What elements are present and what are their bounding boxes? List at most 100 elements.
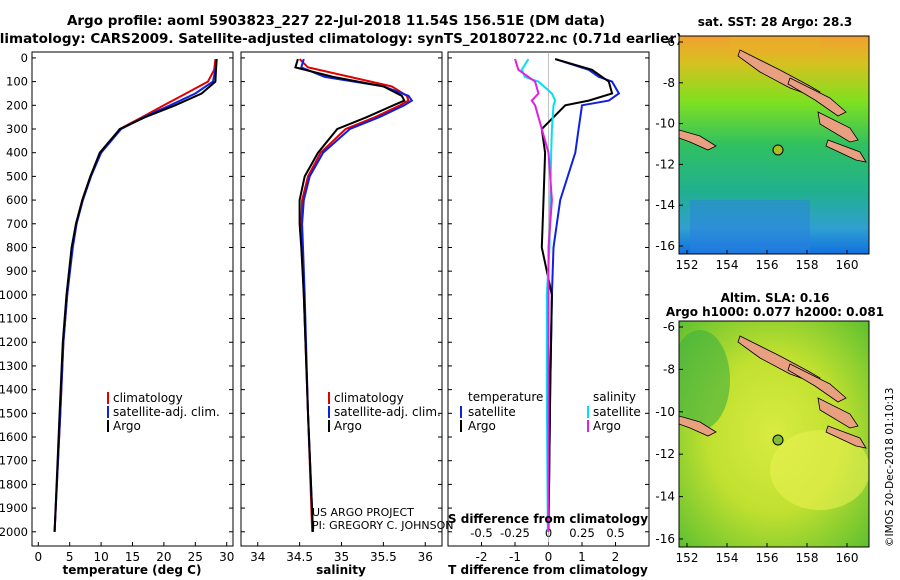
- x-tick-label: 20: [156, 550, 171, 564]
- pi-note: PI: GREGORY C. JOHNSON: [312, 519, 453, 532]
- series-line-satellite-adj-clim-: [53, 58, 218, 532]
- sla-map-low: [679, 330, 730, 430]
- map-lat-label: -16: [655, 239, 675, 253]
- map-lat-label: -10: [655, 117, 675, 131]
- map-lat-label: -12: [655, 447, 675, 461]
- x-tick-label: 15: [125, 550, 140, 564]
- sst-map-cool-patch: [690, 200, 810, 254]
- map-lon-label: 158: [796, 258, 819, 272]
- x-tick-label: 10: [93, 550, 108, 564]
- map-lat-label: -10: [655, 405, 675, 419]
- sst-map: [679, 36, 869, 254]
- x-tick-label: 0: [34, 550, 42, 564]
- map-lon-label: 154: [716, 551, 739, 565]
- x-tick-label: 34.5: [286, 550, 313, 564]
- y-tick-label: 300: [6, 122, 28, 136]
- map-lat-label: -6: [663, 320, 675, 334]
- map-lon-label: 156: [756, 258, 779, 272]
- difference-x-label-top: S difference from climatology: [448, 512, 648, 526]
- title-line-1: Argo profile: aoml 5903823_227 22-Jul-20…: [67, 13, 605, 29]
- y-tick-label: 1000: [0, 288, 28, 302]
- legend-salinity-heading: salinity: [593, 390, 636, 404]
- legend-label-satellite-2: satellite-adj. clim.: [334, 405, 441, 419]
- sst-map-warm-patch: [730, 36, 820, 56]
- y-tick-label: 1300: [0, 359, 28, 373]
- y-tick-label: 900: [6, 264, 28, 278]
- y-tick-label: 1400: [0, 383, 28, 397]
- y-tick-label: 400: [6, 146, 28, 160]
- series-line-climatology: [53, 58, 217, 532]
- y-tick-label: 1200: [0, 335, 28, 349]
- island-solomons-a: [817, 111, 859, 143]
- island-bougainville-2: [787, 363, 847, 403]
- x-tick-label-top: 0.25: [569, 526, 595, 540]
- y-tick-label: 1500: [0, 406, 28, 420]
- map-lat-label: -8: [663, 76, 675, 90]
- series-line-argo: [53, 59, 218, 532]
- x-tick-label: 34: [250, 550, 265, 564]
- series-line-argo: [294, 58, 406, 532]
- legend-label-diff-s-argo: Argo: [593, 419, 621, 433]
- difference-x-label: T difference from climatology: [448, 563, 648, 577]
- legend-label-argo: Argo: [113, 419, 141, 433]
- legend-label-diff-s-satellite: satellite: [593, 405, 641, 419]
- series-line-salinity-argo: [514, 58, 553, 532]
- x-tick-label: 36: [418, 550, 433, 564]
- sla-map-high: [770, 430, 869, 510]
- y-tick-label: 200: [6, 98, 28, 112]
- y-tick-label: 1800: [0, 477, 28, 491]
- map-lat-label: -12: [655, 157, 675, 171]
- temperature-legend: climatology satellite-adj. clim. Argo: [107, 391, 220, 433]
- series-line-climatology: [298, 58, 410, 532]
- x-tick-label: 0: [545, 550, 553, 564]
- x-tick-label: 2: [612, 550, 620, 564]
- x-tick-label: 1: [578, 550, 586, 564]
- y-tick-label: 800: [6, 240, 28, 254]
- y-tick-label: 1700: [0, 454, 28, 468]
- x-tick-label: 5: [66, 550, 74, 564]
- island-solomons-b: [825, 139, 867, 163]
- map-lat-label: -16: [655, 532, 675, 546]
- map-lon-label: 152: [676, 551, 699, 565]
- series-line-temperature-satellite: [547, 58, 621, 532]
- sla-map-title-2: Argo h1000: 0.077 h2000: 0.081: [666, 305, 884, 319]
- legend-label-argo-2: Argo: [334, 419, 362, 433]
- sla-map-frame: [678, 320, 870, 548]
- sla-map-argo-location: [772, 434, 784, 446]
- legend-label-diff-t-argo: Argo: [468, 419, 496, 433]
- temperature-x-label: temperature (deg C): [63, 563, 202, 577]
- island-bougainville: [787, 77, 847, 117]
- map-lon-label: 152: [676, 258, 699, 272]
- legend-temperature-heading: temperature: [468, 390, 543, 404]
- y-tick-label: 1100: [0, 312, 28, 326]
- x-tick-label: 30: [219, 550, 234, 564]
- map-lon-label: 160: [836, 551, 859, 565]
- x-tick-label-top: -0.25: [500, 526, 530, 540]
- salinity-panel-frame: [240, 51, 443, 547]
- x-tick-label-top: 0.5: [606, 526, 624, 540]
- temperature-panel-frame: [31, 51, 234, 547]
- legend-label-climatology-2: climatology: [334, 391, 404, 405]
- y-tick-label: 600: [6, 193, 28, 207]
- series-line-salinity-satellite: [520, 58, 557, 532]
- x-tick-label: 35: [334, 550, 349, 564]
- island-solomons-a-2: [817, 397, 859, 429]
- legend-label-satellite: satellite-adj. clim.: [113, 405, 220, 419]
- map-lon-label: 156: [756, 551, 779, 565]
- legend-label-climatology: climatology: [113, 391, 183, 405]
- sla-map-title-1: Altim. SLA: 0.16: [721, 291, 830, 305]
- y-tick-label: 2000: [0, 525, 28, 539]
- legend-label-diff-t-satellite: satellite: [468, 405, 516, 419]
- island-png-tip: [679, 129, 717, 151]
- sst-map-title: sat. SST: 28 Argo: 28.3: [698, 15, 852, 29]
- salinity-legend: climatology satellite-adj. clim. Argo: [328, 391, 441, 433]
- x-tick-label: -1: [509, 550, 521, 564]
- difference-legend: temperature satellite Argo salinity sate…: [460, 390, 641, 433]
- map-lon-label: 160: [836, 258, 859, 272]
- x-tick-label: -2: [476, 550, 488, 564]
- y-tick-label: 1900: [0, 501, 28, 515]
- salinity-x-label: salinity: [316, 563, 366, 577]
- island-solomons-b-2: [825, 425, 867, 449]
- y-tick-label: 500: [6, 169, 28, 183]
